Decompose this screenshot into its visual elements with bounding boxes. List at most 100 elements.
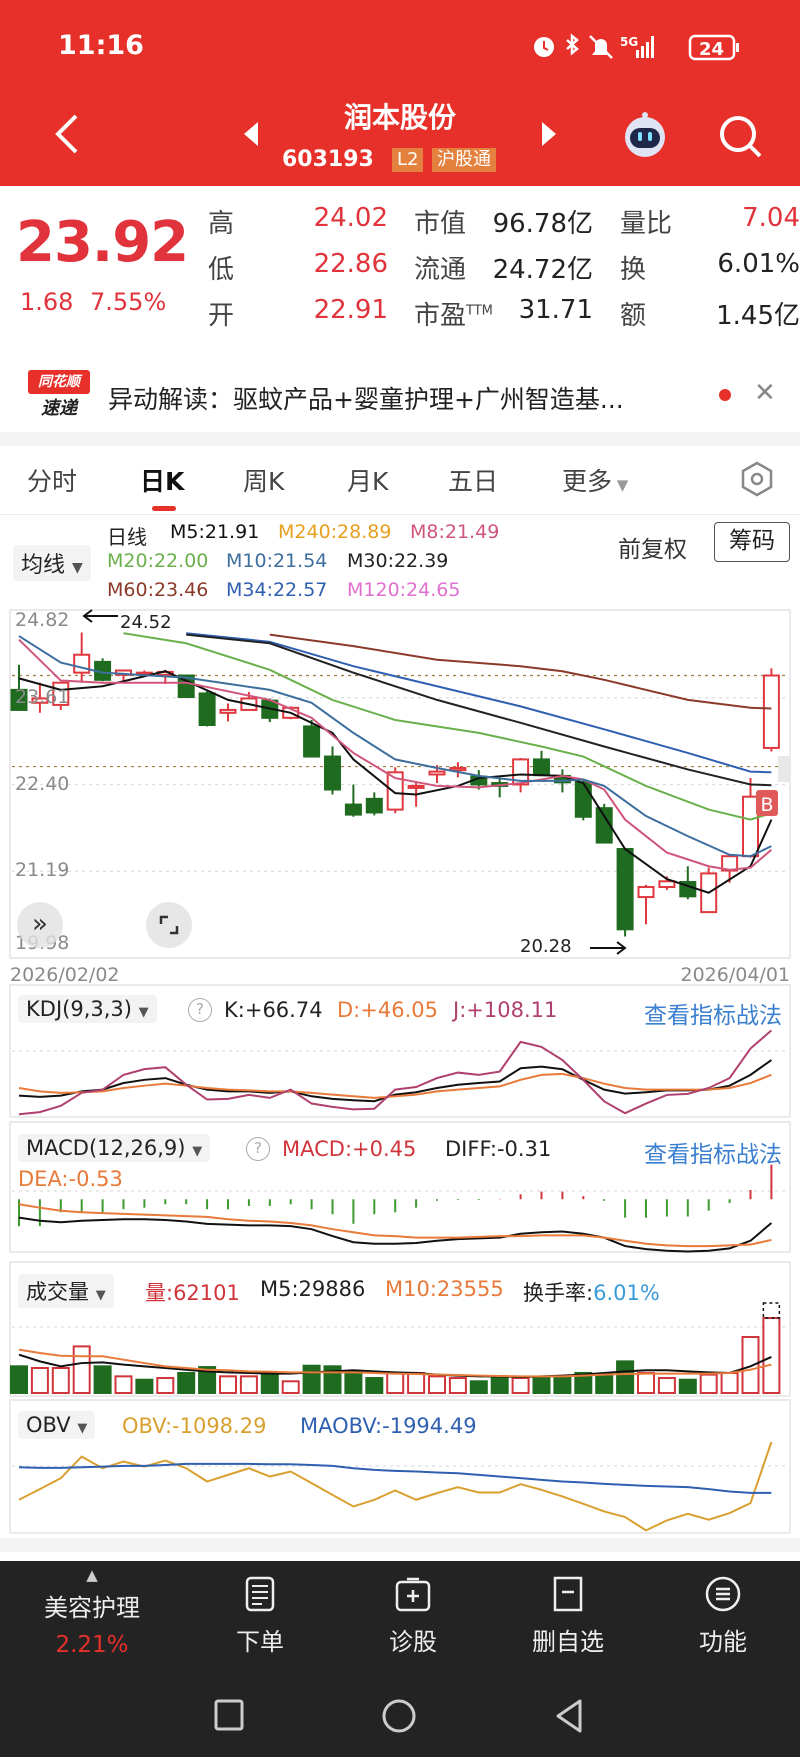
quote-label: 量比 — [620, 209, 673, 239]
volume-bar — [51, 1367, 70, 1394]
stock-code: 603193 — [282, 147, 374, 172]
volume-bar — [135, 1378, 154, 1395]
tab-5[interactable]: 更多 ▼ — [562, 462, 628, 498]
kdj-selector[interactable]: KDJ(9,3,3) ▼ — [18, 995, 157, 1023]
expand-up-icon[interactable]: ▲ — [86, 1566, 98, 1584]
kdj-k-value: K:+66.74 — [224, 998, 323, 1022]
dropdown-icon: ▼ — [77, 1421, 88, 1436]
volume-projection — [762, 1302, 781, 1319]
mute-icon — [589, 35, 613, 59]
volume-selector[interactable]: 成交量 ▼ — [18, 1274, 114, 1308]
macd-strategy-link[interactable]: 查看指标战法 — [644, 1142, 782, 1168]
candle-body — [616, 848, 634, 931]
quote-label-text: 流通 — [414, 255, 467, 285]
chevron-down-icon: ▼ — [612, 476, 629, 494]
diagnose-icon[interactable] — [392, 1574, 434, 1616]
tab-label: 日K — [140, 467, 185, 496]
robot-assistant-icon[interactable] — [618, 110, 672, 160]
ma-line-m60 — [269, 633, 772, 710]
kline-chart[interactable]: B — [0, 600, 800, 1540]
menu-icon[interactable] — [702, 1574, 744, 1616]
sector-name[interactable]: 美容护理 — [44, 1594, 140, 1622]
quote-label: 市盈TTM — [414, 295, 493, 332]
chips-button[interactable]: 筹码 — [714, 522, 790, 562]
settings-hexagon-icon[interactable] — [738, 460, 776, 498]
tab-1[interactable]: 日K — [140, 462, 184, 498]
tabs-border — [0, 514, 800, 515]
diff-value: DIFF:-0.31 — [445, 1137, 552, 1161]
obv-selector[interactable]: OBV ▼ — [18, 1411, 96, 1439]
status-icons: 5G 24 — [534, 33, 739, 61]
obv-panel — [9, 1399, 791, 1534]
order-icon[interactable] — [239, 1574, 281, 1616]
nav-item-label[interactable]: 功能 — [699, 1628, 747, 1656]
nav-item-label[interactable]: 诊股 — [389, 1628, 437, 1656]
tab-0[interactable]: 分时 — [27, 462, 77, 498]
macd-panel — [9, 1121, 791, 1253]
quote-label: 开 — [208, 301, 235, 331]
x-label-end: 2026/04/01 — [680, 964, 790, 986]
back-nav-button[interactable] — [552, 1697, 588, 1735]
x-label-start: 2026/02/02 — [10, 964, 120, 986]
close-news-icon[interactable]: ✕ — [754, 378, 776, 408]
low-annotation: 20.28 — [520, 936, 572, 957]
candle-body — [637, 886, 655, 899]
price-change-pct: 7.55% — [90, 288, 167, 316]
volume-ma-m10 — [18, 1348, 772, 1378]
help-icon[interactable]: ? — [246, 1137, 270, 1161]
search-icon[interactable] — [716, 112, 766, 162]
remove-watchlist-icon[interactable] — [547, 1574, 589, 1616]
macd-selector-label: MACD(12,26,9) — [26, 1136, 186, 1160]
volume-bar — [219, 1375, 237, 1395]
l2-badge: L2 — [392, 148, 424, 172]
kdj-strategy-link[interactable]: 查看指标战法 — [644, 1003, 782, 1029]
signal-icon: 5G — [620, 35, 654, 58]
prev-stock-button[interactable] — [242, 120, 260, 148]
nav-item-label[interactable]: 下单 — [236, 1628, 284, 1656]
help-icon[interactable]: ? — [188, 998, 212, 1022]
ma-line-m10 — [18, 635, 772, 858]
volume-bar — [741, 1335, 760, 1394]
tab-label: 周K — [243, 467, 285, 496]
volume-bar — [281, 1380, 300, 1395]
tab-2[interactable]: 周K — [243, 462, 284, 498]
tab-4[interactable]: 五日 — [448, 462, 498, 498]
status-time: 11:16 — [58, 30, 144, 61]
last-price: 23.92 — [16, 210, 189, 275]
candle-body — [10, 688, 28, 711]
main-chart-frame — [9, 609, 791, 959]
recent-apps-button[interactable] — [212, 1697, 248, 1733]
ma-legend-m30: M30:22.39 — [347, 550, 449, 572]
volume-bar — [302, 1364, 321, 1395]
quote-label: 换 — [620, 255, 647, 285]
home-button[interactable] — [380, 1697, 418, 1735]
volume-bar — [386, 1371, 405, 1394]
candle-body — [658, 880, 676, 889]
volume-bar — [699, 1373, 718, 1395]
fullscreen-button[interactable] — [146, 902, 192, 948]
tab-3[interactable]: 月K — [347, 462, 388, 498]
ma-selector[interactable]: 均线 ▼ — [13, 545, 91, 581]
back-button[interactable] — [50, 112, 84, 156]
buy-marker-label: B — [760, 794, 773, 816]
volume-bar — [344, 1370, 363, 1394]
expand-sidebar-button[interactable]: » — [17, 902, 63, 948]
kdj-selector-label: KDJ(9,3,3) — [26, 997, 132, 1021]
low-arrow — [590, 941, 627, 955]
svg-text:5G: 5G — [620, 35, 638, 49]
candle-body — [219, 708, 237, 714]
volume-bar — [637, 1371, 655, 1394]
adjust-toggle[interactable]: 前复权 — [618, 537, 687, 563]
ma-legend-m240: M240:28.89 — [278, 521, 392, 543]
volume-bar — [574, 1371, 593, 1394]
quote-value: 31.71 — [518, 295, 593, 325]
news-headline[interactable]: 异动解读：驱蚊产品+婴童护理+广州智造基... — [108, 385, 624, 414]
dropdown-icon: ▼ — [95, 1288, 106, 1303]
unread-dot — [719, 389, 731, 401]
alarm-icon — [534, 37, 554, 57]
candle-body — [365, 797, 383, 814]
volume-bar — [93, 1365, 112, 1394]
nav-item-label[interactable]: 删自选 — [532, 1628, 604, 1656]
next-stock-button[interactable] — [540, 120, 558, 148]
macd-selector[interactable]: MACD(12,26,9) ▼ — [18, 1134, 211, 1162]
